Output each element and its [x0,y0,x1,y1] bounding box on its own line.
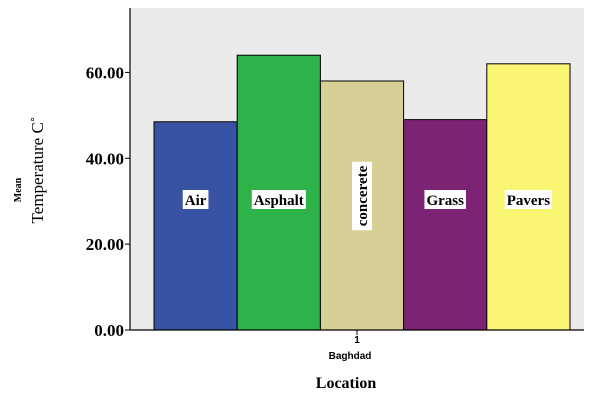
label-backdrop [424,190,466,209]
y-axis-title: Temperature C˚ [28,117,47,224]
bar-label-grass: Grass [424,190,466,209]
bar-label-pavers: Pavers [504,190,553,209]
label-backdrop [504,190,553,209]
bar-grass [403,119,488,331]
bar-label-asphalt: Asphalt [251,190,306,209]
bar-label-air: Air [182,190,209,209]
x-axis-title: Location [316,375,377,392]
y-axis-title-prefix: Mean [13,177,24,202]
bar-air [153,121,238,331]
bar-label-concerete: concerete [352,161,372,231]
x-tick-label: 1 [354,335,360,346]
label-backdrop [251,190,306,209]
label-backdrop [182,190,209,209]
y-ticks-layer: 0.00 20.00 40.00 60.00 [86,63,130,340]
label-backdrop [352,161,372,231]
series-name-label: Pavers [507,193,550,209]
series-name-label: Air [185,193,207,209]
y-tick-label: 0.00 [94,321,124,340]
y-tick-label: 60.00 [86,63,124,82]
series-name-label: Grass [426,193,464,209]
series-name-label: concerete [355,165,371,226]
y-tick-label: 20.00 [86,235,124,254]
x-category-title: Baghdad [329,351,372,362]
bar-labels-layer: Air Asphalt concerete Grass Pavers [182,161,553,231]
y-tick-label: 40.00 [86,149,124,168]
series-name-label: Asphalt [254,193,304,209]
